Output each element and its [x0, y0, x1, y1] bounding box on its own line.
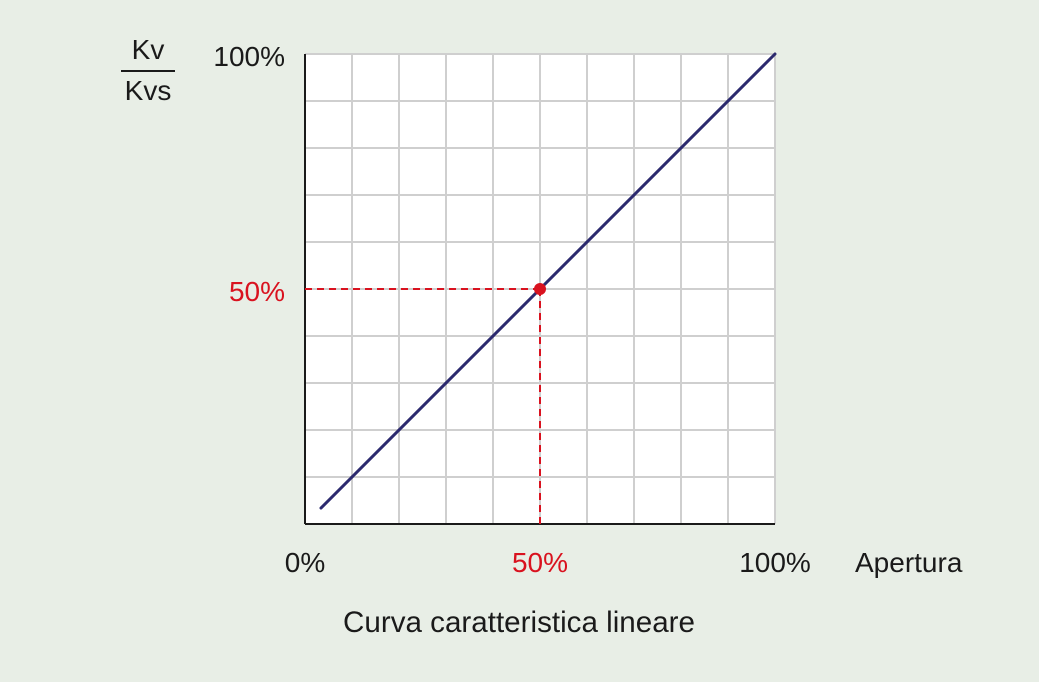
- series-line: [319, 52, 777, 510]
- y-tick-label: 100%: [213, 41, 285, 72]
- y-tick-label: 50%: [229, 276, 285, 307]
- x-axis-label: Apertura: [855, 547, 963, 578]
- y-axis-label-numerator: Kv: [132, 34, 165, 65]
- y-axis-label-denominator: Kvs: [125, 75, 172, 106]
- grid: [305, 53, 776, 524]
- highlight-point: [534, 283, 546, 295]
- highlight-guides: [305, 288, 541, 524]
- x-tick-label: 50%: [512, 547, 568, 578]
- chart-caption: Curva caratteristica lineare: [343, 606, 695, 639]
- y-tick-labels: 50% 100%: [213, 41, 285, 307]
- x-tick-label: 100%: [739, 547, 811, 578]
- series: [319, 52, 777, 510]
- x-tick-labels: 0% 50% 100%: [285, 547, 811, 578]
- x-tick-label: 0%: [285, 547, 325, 578]
